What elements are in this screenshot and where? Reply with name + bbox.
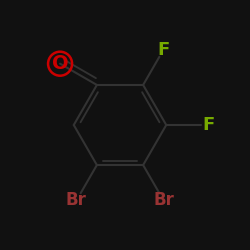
Text: F: F — [157, 41, 169, 59]
Text: F: F — [203, 116, 215, 134]
Text: O: O — [52, 54, 68, 73]
Text: Br: Br — [65, 191, 86, 209]
Text: Br: Br — [154, 191, 175, 209]
